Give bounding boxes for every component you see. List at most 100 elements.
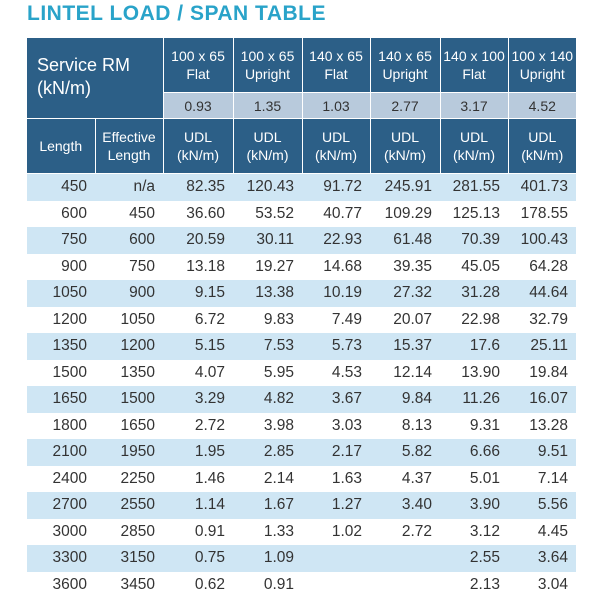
udl-cell: 1.67 — [233, 492, 303, 519]
udl-cell: 9.84 — [370, 386, 441, 413]
udl-header: UDL (kN/m) — [369, 118, 441, 174]
udl-cell: 1.63 — [302, 466, 370, 493]
length-cell: 2100 — [27, 439, 95, 466]
text: 9.51 — [537, 443, 569, 461]
text: 450 — [61, 178, 87, 196]
text: 0.91 — [263, 575, 295, 593]
text: Flat — [186, 66, 210, 82]
text: 2.14 — [263, 469, 295, 487]
text: UDL — [460, 129, 489, 145]
effective-length-cell: 2550 — [95, 492, 164, 519]
udl-cell: 125.13 — [440, 201, 508, 228]
text: 1.14 — [194, 496, 226, 514]
text: 2.85 — [263, 443, 295, 461]
udl-cell: 9.31 — [440, 413, 508, 440]
length-cell: 3600 — [27, 572, 95, 599]
product-header: 100 x 65 Flat — [162, 38, 234, 93]
text: 5.95 — [263, 363, 295, 381]
udl-cell: 0.91 — [233, 572, 302, 599]
udl-header: UDL (kN/m) — [507, 118, 577, 174]
data-row: 3300 3150 0.75 1.09 2.55 3.64 — [27, 545, 577, 572]
text: 40.77 — [323, 204, 363, 222]
effective-length-cell: 2850 — [95, 519, 163, 546]
data-row: 450 n/a 82.35 120.43 91.72 245.91 281.55 401.73 — [27, 173, 577, 201]
text: 3300 — [52, 549, 87, 567]
text: 15.37 — [393, 337, 433, 355]
text: Service RM — [37, 55, 131, 75]
text: 8.13 — [401, 416, 433, 434]
text: 100.43 — [520, 231, 569, 249]
effective-length-cell: 3450 — [95, 572, 163, 599]
effective-length-cell: 750 — [95, 254, 163, 281]
udl-cell: 4.82 — [233, 386, 303, 413]
udl-cell: 5.15 — [163, 333, 234, 360]
text: 4.37 — [401, 469, 433, 487]
text: 20.07 — [393, 310, 433, 328]
text: 14.68 — [323, 257, 363, 275]
udl-cell: 25.11 — [508, 333, 577, 360]
text: 19.27 — [255, 257, 295, 275]
data-row: 2100 1950 1.95 2.85 2.17 5.82 6.66 9.51 — [27, 439, 577, 466]
udl-cell: 2.13 — [440, 572, 508, 599]
text: 1200 — [52, 310, 87, 328]
udl-cell — [302, 545, 371, 572]
product-header: 140 x 65 Upright — [369, 38, 441, 93]
text: 281.55 — [452, 178, 501, 196]
udl-cell: 7.53 — [233, 333, 303, 360]
text: 1800 — [52, 416, 87, 434]
effective-length-cell: 900 — [95, 280, 164, 307]
effective-length-cell: n/a — [95, 173, 164, 201]
text: 1.95 — [194, 443, 226, 461]
text: UDL — [184, 129, 213, 145]
text: 140 x 65 — [378, 48, 432, 64]
text: 140 x 65 — [309, 48, 363, 64]
text: 45.05 — [461, 257, 501, 275]
text: 13.18 — [186, 257, 226, 275]
data-row: 600 450 36.60 53.52 40.77 109.29 125.13 178.55 — [27, 201, 576, 228]
text: 100 x 140 — [511, 48, 574, 64]
udl-cell: 178.55 — [508, 201, 576, 228]
text: 178.55 — [520, 204, 569, 222]
page-title: LINTEL LOAD / SPAN TABLE — [27, 2, 326, 25]
data-row: 1050 900 9.15 13.38 10.19 27.32 31.28 44.64 — [27, 280, 577, 307]
text: UDL — [391, 129, 420, 145]
effective-length-cell: 600 — [95, 227, 164, 254]
load-span-table: Service RM (kN/m) 100 x 65 Flat 100 x 65 Upri… — [27, 38, 577, 599]
text: 91.72 — [323, 178, 363, 196]
udl-cell: 6.72 — [163, 307, 233, 334]
udl-cell: 17.6 — [440, 333, 509, 360]
text: 4.07 — [194, 363, 226, 381]
udl-cell: 8.13 — [370, 413, 440, 440]
udl-cell: 3.98 — [233, 413, 302, 440]
udl-cell: 15.37 — [370, 333, 441, 360]
text: 2250 — [120, 469, 156, 487]
text: 2.77 — [391, 97, 419, 114]
text: 1.35 — [253, 97, 282, 114]
effective-length-header: Effective Length — [94, 118, 164, 174]
udl-cell: 30.11 — [233, 227, 303, 254]
udl-cell: 13.18 — [163, 254, 233, 281]
product-header: 140 x 100 Flat — [439, 38, 509, 93]
udl-cell: 3.03 — [302, 413, 370, 440]
text: 1050 — [120, 310, 156, 328]
data-row: 1500 1350 4.07 5.95 4.53 12.14 13.90 19.84 — [27, 360, 576, 387]
text: Length — [107, 147, 151, 163]
product-header: 140 x 65 Flat — [301, 38, 371, 93]
text: (kN/m) — [315, 147, 358, 163]
text: 3.64 — [537, 549, 569, 567]
udl-cell: 245.91 — [370, 173, 441, 201]
effective-length-cell: 1200 — [95, 333, 164, 360]
data-row: 1650 1500 3.29 4.82 3.67 9.84 11.26 16.07 — [27, 386, 577, 413]
text: 3.12 — [469, 522, 501, 540]
udl-cell: 2.14 — [233, 466, 302, 493]
udl-cell: 1.02 — [302, 519, 370, 546]
text: 13.90 — [461, 363, 501, 381]
text: 2.72 — [194, 416, 226, 434]
udl-cell: 9.15 — [163, 280, 234, 307]
data-row: 1200 1050 6.72 9.83 7.49 20.07 22.98 32.79 — [27, 307, 576, 334]
text: (kN/m) — [453, 147, 496, 163]
length-cell: 750 — [27, 227, 95, 254]
service-rm-value: 1.03 — [301, 92, 371, 119]
text: 6.66 — [469, 443, 501, 461]
